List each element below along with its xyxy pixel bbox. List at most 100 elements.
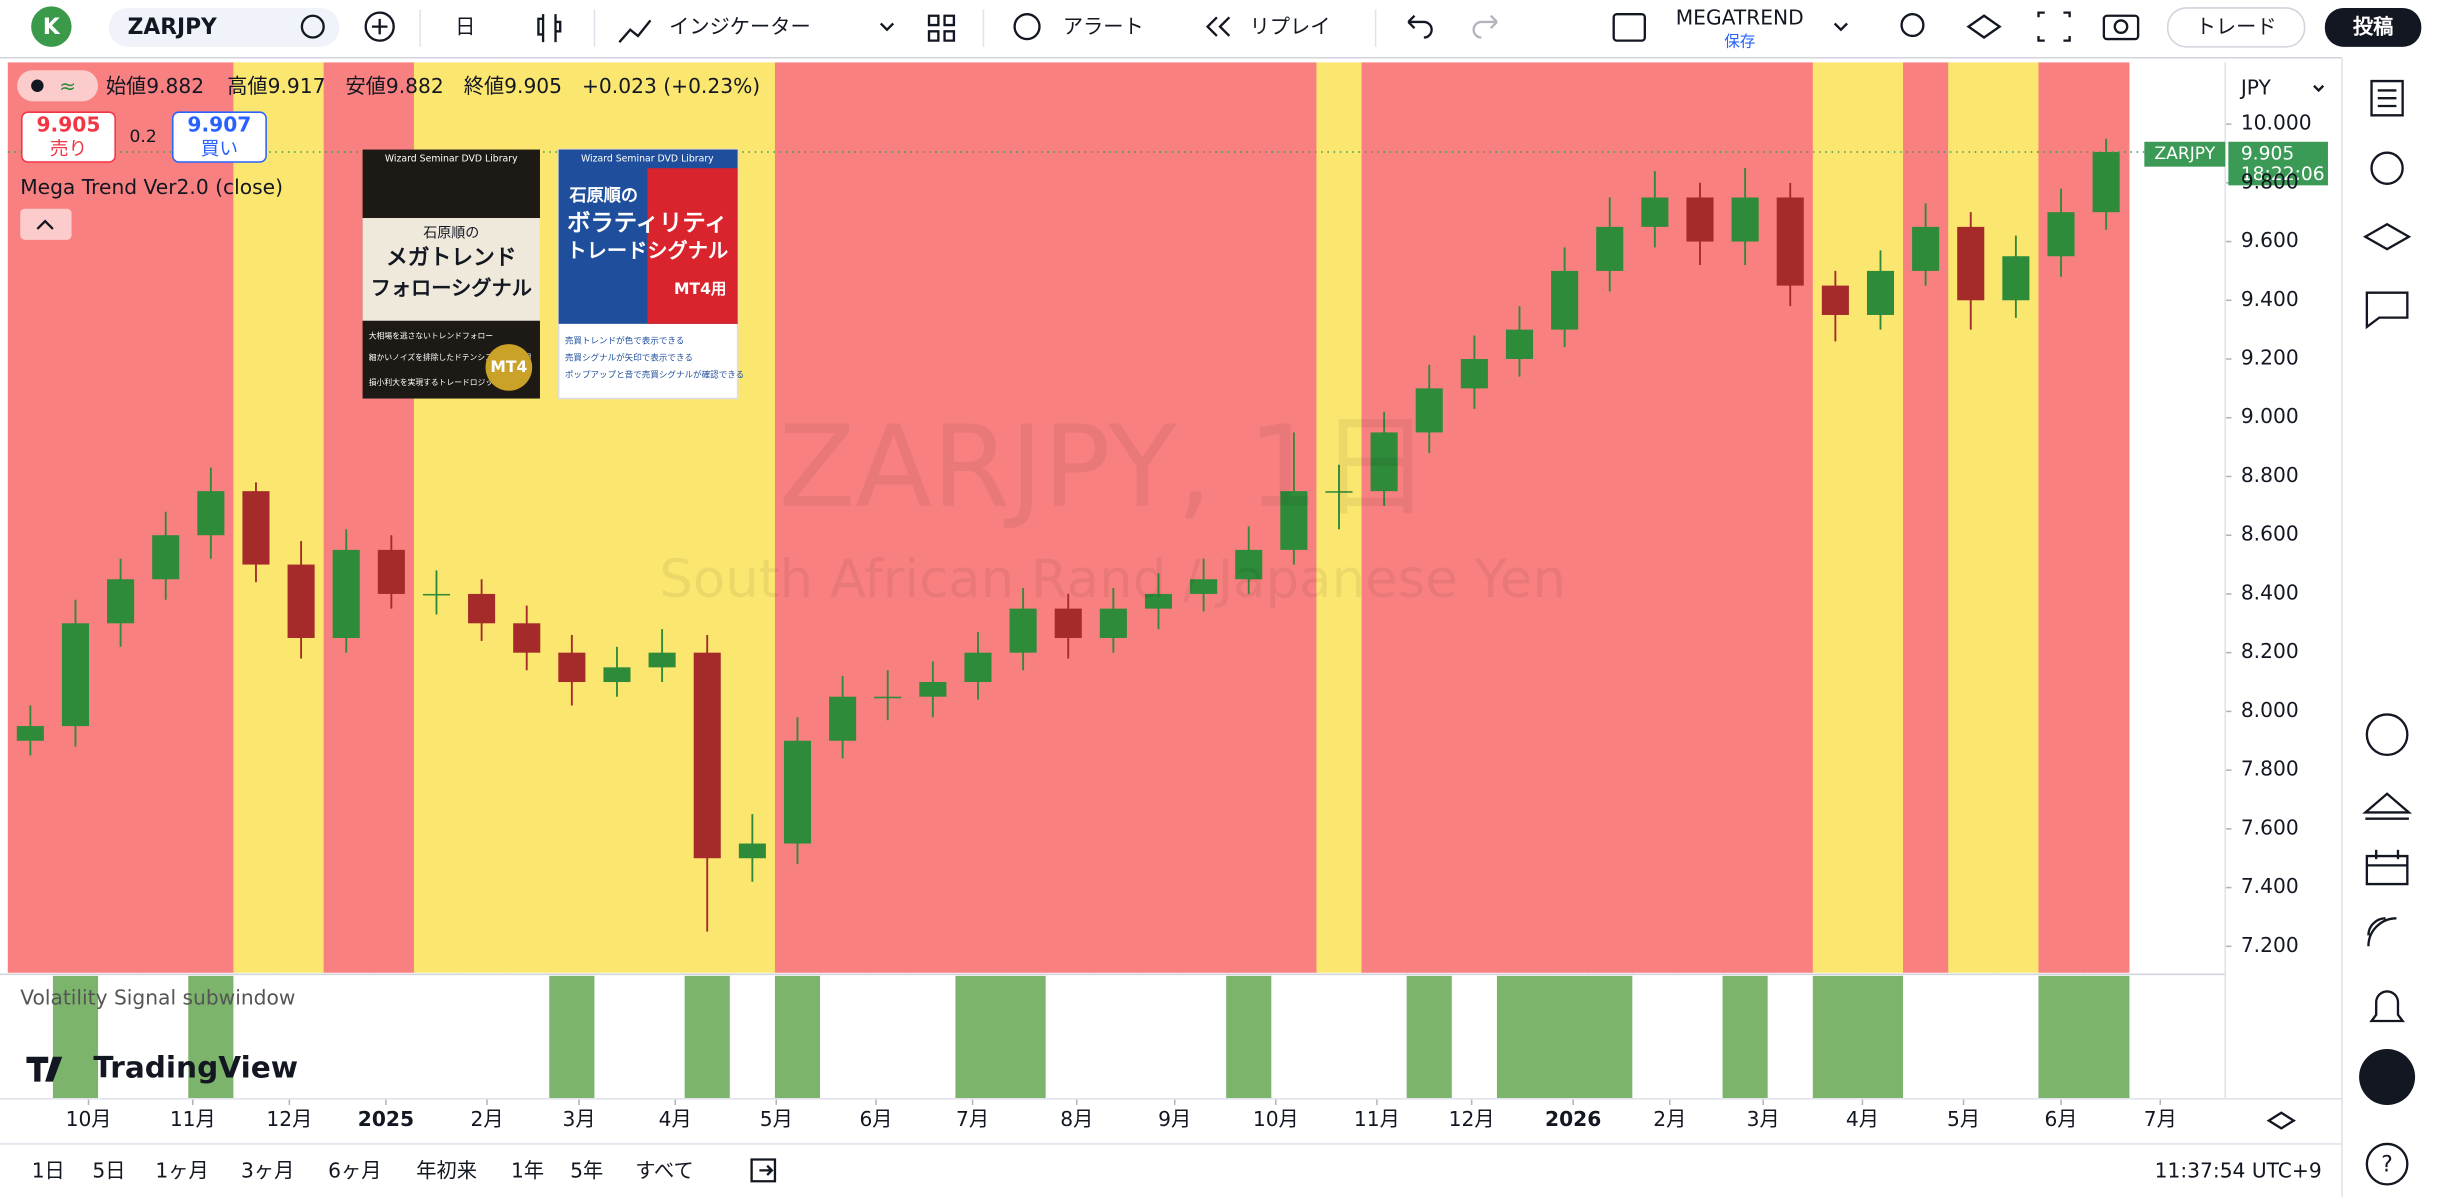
- alert-button[interactable]: アラート: [1063, 15, 1144, 39]
- x-tick-label: 12月: [266, 1107, 312, 1131]
- currency[interactable]: JPY: [2239, 75, 2272, 99]
- candle-body: [919, 682, 946, 697]
- signal: [640, 976, 686, 1099]
- x-tick-label: 10月: [66, 1107, 112, 1131]
- range-button[interactable]: 1日: [32, 1158, 65, 1182]
- x-tick-label: 9月: [1158, 1107, 1191, 1131]
- clock[interactable]: 11:37:54 UTC+9: [2155, 1158, 2322, 1182]
- y-tick-label: 9.400: [2241, 287, 2299, 311]
- signal: [1001, 976, 1047, 1099]
- x-tick-label: 11月: [1354, 1107, 1400, 1131]
- range-button[interactable]: 5日: [92, 1158, 125, 1182]
- signal: [1316, 976, 1362, 1099]
- collapse-button[interactable]: [20, 209, 71, 240]
- y-tick-label: 9.200: [2241, 346, 2299, 370]
- signal: [1181, 976, 1227, 1099]
- buy-price: 9.907: [187, 113, 251, 137]
- book-point: ポップアップと音で売買シグナルが確認できる: [565, 369, 744, 381]
- signal: [1271, 976, 1317, 1099]
- interval[interactable]: 日: [455, 15, 475, 39]
- x-tick-label: 12月: [1449, 1107, 1495, 1131]
- signal: [1407, 976, 1453, 1099]
- zone: [1948, 62, 1994, 972]
- y-tick-label: 8.200: [2241, 639, 2299, 663]
- logo-text: TradingView: [93, 1051, 298, 1085]
- signal: [1362, 976, 1408, 1099]
- candle-body: [62, 623, 89, 726]
- range-button[interactable]: すべて: [635, 1158, 693, 1182]
- signal: [1768, 976, 1814, 1099]
- book-title: ボラティリティ: [567, 209, 728, 237]
- signal: [1677, 976, 1723, 1099]
- legend-toggle[interactable]: [17, 70, 98, 101]
- candle-body: [1596, 227, 1623, 271]
- buy-label: 買い: [201, 139, 238, 160]
- candle-body: [784, 741, 811, 844]
- range-button[interactable]: 1年: [511, 1158, 544, 1182]
- ad-book[interactable]: Wizard Seminar DVD Library 石原順の メガトレンド フ…: [363, 150, 540, 399]
- spread: 0.2: [130, 127, 157, 147]
- x-tick-label: 11月: [170, 1107, 216, 1131]
- candle-body: [829, 697, 856, 741]
- y-tick-label: 8.000: [2241, 698, 2299, 722]
- candle-body: [1055, 609, 1082, 638]
- range-button[interactable]: 5年: [570, 1158, 603, 1182]
- y-tick-label: 9.000: [2241, 404, 2299, 428]
- signal: [955, 976, 1001, 1099]
- candle-body: [107, 579, 134, 623]
- y-tick-label: 8.600: [2241, 522, 2299, 546]
- signal: [1948, 976, 1994, 1099]
- candle-body: [1100, 609, 1127, 638]
- candle-body: [558, 653, 585, 682]
- zone: [1452, 62, 1498, 972]
- signal: [594, 976, 640, 1099]
- signal: [1091, 976, 1137, 1099]
- x-tick-label: 6月: [2044, 1107, 2077, 1131]
- candle-body: [739, 844, 766, 859]
- ad-book[interactable]: Wizard Seminar DVD Library 石原順の ボラティリティ …: [559, 150, 745, 399]
- layout-name[interactable]: MEGATREND: [1676, 5, 1804, 29]
- x-tick-label: 5月: [1947, 1107, 1980, 1131]
- range-button[interactable]: 6ヶ月: [328, 1158, 381, 1182]
- legend-close: 終値9.905: [464, 74, 562, 98]
- y-tick-label: 8.800: [2241, 463, 2299, 487]
- book-title: メガトレンド: [386, 245, 517, 270]
- candle-body: [242, 491, 269, 564]
- signal: [685, 976, 731, 1099]
- book-point: 損小利大を実現するトレードロジック: [369, 377, 501, 387]
- candle-body: [1686, 197, 1713, 241]
- book-badge-text: MT4: [490, 358, 527, 376]
- x-tick-label: 2026: [1545, 1107, 1601, 1131]
- x-tick-label: 6月: [859, 1107, 892, 1131]
- x-tick-label: 3月: [1747, 1107, 1780, 1131]
- y-tick-label: 8.400: [2241, 580, 2299, 604]
- signal: [1136, 976, 1182, 1099]
- book-author: 石原順の: [423, 226, 479, 242]
- range-button[interactable]: 3ヶ月: [241, 1158, 294, 1182]
- candle-body: [694, 653, 721, 859]
- book-point: 大相場を逃さないトレンドフォロー: [369, 330, 493, 340]
- signal: [730, 976, 776, 1099]
- candle-body: [288, 565, 315, 638]
- zone: [1542, 62, 1588, 972]
- indicator-name[interactable]: Mega Trend Ver2.0 (close): [20, 175, 283, 199]
- candle-body: [17, 726, 44, 741]
- candle-body: [964, 653, 991, 682]
- range-button[interactable]: 1ヶ月: [155, 1158, 208, 1182]
- book-series: Wizard Seminar DVD Library: [385, 153, 518, 164]
- range-button[interactable]: 年初来: [416, 1158, 477, 1182]
- zone: [1903, 62, 1949, 972]
- x-tick-label: 7月: [956, 1107, 989, 1131]
- candle-body: [333, 550, 360, 638]
- signal: [2084, 976, 2130, 1099]
- signal: [910, 976, 956, 1099]
- legend-dot: [31, 80, 43, 92]
- book-badge-text: MT4用: [674, 280, 726, 298]
- signal: [775, 976, 821, 1099]
- x-tick-label: 5月: [760, 1107, 793, 1131]
- candle-body: [1957, 227, 1984, 300]
- products-button[interactable]: [2359, 1049, 2415, 1105]
- indicators-button[interactable]: インジケーター: [669, 15, 811, 39]
- x-tick-label: 4月: [659, 1107, 692, 1131]
- replay-button[interactable]: リプレイ: [1250, 15, 1331, 39]
